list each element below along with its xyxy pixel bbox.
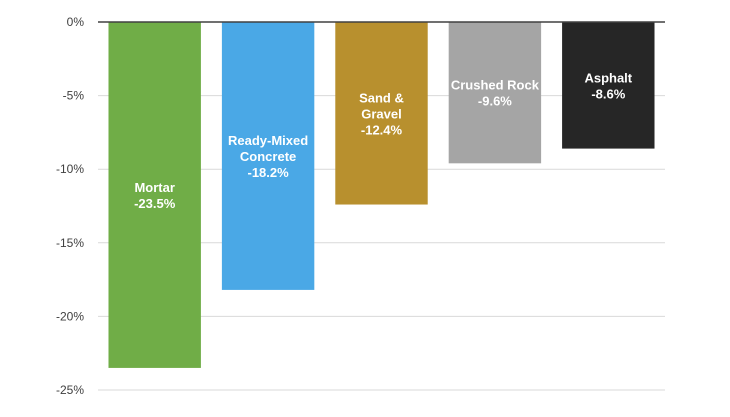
y-tick-label: -15% <box>56 236 84 250</box>
bar-data-label: -18.2% <box>247 165 289 180</box>
y-tick-label: -10% <box>56 162 84 176</box>
bar-data-label: Gravel <box>361 106 401 121</box>
bar <box>108 22 201 368</box>
bar-data-label: -9.6% <box>478 94 512 109</box>
bar-data-label: Asphalt <box>584 70 632 85</box>
bar-data-label: -12.4% <box>361 122 403 137</box>
bar <box>562 22 655 149</box>
y-tick-label: -25% <box>56 383 84 397</box>
bar-data-label: Mortar <box>134 180 174 195</box>
bars <box>108 22 655 368</box>
bar-data-label: Concrete <box>240 149 296 164</box>
bar-data-label: -23.5% <box>134 196 176 211</box>
bar-data-label: -8.6% <box>591 86 625 101</box>
y-tick-label: 0% <box>67 15 85 29</box>
bar-data-label: Crushed Rock <box>451 78 540 93</box>
bar <box>448 22 542 164</box>
bar-data-label: Sand & <box>359 90 404 105</box>
y-tick-label: -5% <box>63 89 85 103</box>
bar-data-label: Ready-Mixed <box>228 133 308 148</box>
y-tick-label: -20% <box>56 309 84 323</box>
y-axis-tick-labels: 0% -5% -10% -15% -20% -25% <box>56 15 84 397</box>
bar <box>221 22 315 290</box>
bar <box>335 22 428 205</box>
